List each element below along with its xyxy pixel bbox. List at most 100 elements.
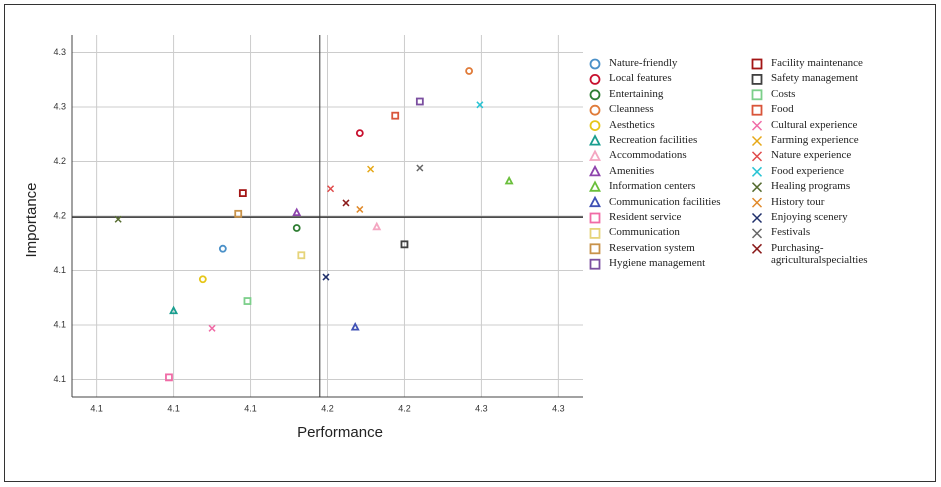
point	[218, 244, 227, 253]
x-tick-label: 4.3	[475, 403, 488, 413]
legend-label: Enjoying scenery	[771, 211, 848, 223]
point	[465, 67, 474, 75]
point	[589, 89, 601, 101]
point	[751, 212, 763, 224]
legend-label: Amenities	[609, 164, 655, 177]
point	[589, 104, 601, 116]
point	[350, 321, 360, 331]
y-tick-label: 4.3	[53, 47, 66, 57]
point	[751, 228, 763, 239]
legend-label: Cleanness	[609, 103, 654, 116]
y-tick-label: 4.1	[53, 265, 66, 275]
legend-label: Festivals	[771, 226, 811, 239]
point	[355, 129, 364, 138]
point	[322, 273, 330, 281]
y-tick-label: 4.2	[53, 156, 66, 166]
y-tick-label: 4.2	[53, 210, 66, 220]
legend-label: Costs	[771, 87, 796, 100]
legend-label: Food experience	[771, 164, 844, 177]
legend-label: Local features	[609, 72, 672, 85]
legend-label: Cultural experience	[771, 118, 858, 131]
legend-label: Reservation system	[609, 241, 695, 254]
point	[751, 135, 763, 147]
point	[169, 305, 179, 315]
point	[367, 165, 375, 173]
point	[165, 373, 173, 382]
point	[751, 151, 763, 162]
point	[327, 185, 335, 193]
legend-label: Food	[771, 103, 794, 116]
legend-label: Safety management	[771, 72, 859, 85]
legend-label: Facility maintenance	[771, 57, 863, 69]
frame	[4, 4, 936, 482]
point	[589, 120, 601, 131]
y-axis-title: Importance	[23, 182, 40, 257]
legend-label: Recreation facilities	[609, 134, 698, 146]
point	[751, 243, 763, 254]
point	[751, 89, 763, 101]
legend-label: Communication	[609, 226, 680, 239]
point	[589, 164, 601, 177]
point	[238, 189, 247, 198]
point	[114, 215, 122, 223]
legend-label: Healing programs	[771, 180, 851, 193]
x-tick-label: 4.1	[244, 403, 257, 413]
point	[400, 240, 409, 249]
legend-label: Communication facilities	[609, 195, 721, 208]
legend-label: Aesthetics	[609, 118, 655, 131]
point	[292, 207, 302, 217]
legend-label: Accommodations	[609, 149, 687, 162]
legend-label: Purchasing-agriculturalspecialties	[771, 241, 868, 266]
point	[589, 134, 601, 146]
point	[589, 58, 601, 70]
legend-label: Information centers	[609, 180, 696, 193]
point	[589, 243, 601, 255]
point	[751, 74, 763, 85]
point	[751, 58, 763, 70]
legend-label: Entertaining	[609, 87, 664, 100]
point	[208, 324, 216, 332]
x-tick-label: 4.1	[90, 403, 103, 413]
legend-label: Resident service	[609, 211, 682, 223]
point	[751, 197, 763, 208]
y-tick-label: 4.1	[53, 319, 66, 329]
point	[751, 182, 763, 193]
point	[504, 175, 514, 185]
point	[751, 166, 763, 177]
x-axis-title: Performance	[297, 424, 383, 441]
legend-label: Hygiene management	[609, 257, 706, 270]
point	[356, 205, 364, 213]
y-tick-label: 4.3	[53, 101, 66, 111]
point	[297, 251, 306, 260]
point	[342, 199, 350, 207]
point	[589, 149, 601, 161]
point	[198, 275, 207, 284]
point	[416, 164, 424, 172]
legend-label: History tour	[771, 195, 825, 208]
y-tick-label: 4.1	[53, 374, 66, 384]
point	[589, 180, 601, 192]
point	[243, 297, 252, 305]
x-tick-label: 4.3	[552, 403, 565, 413]
point	[415, 97, 424, 106]
legend-label: Nature experience	[771, 149, 852, 162]
point	[234, 209, 243, 218]
point	[589, 227, 601, 239]
legend-label: Farming experience	[771, 134, 859, 146]
point	[589, 195, 601, 208]
point	[589, 74, 601, 85]
point	[751, 120, 763, 131]
x-tick-label: 4.2	[321, 403, 334, 413]
point	[589, 258, 601, 270]
point	[589, 212, 601, 224]
x-tick-label: 4.1	[167, 403, 180, 413]
point	[292, 224, 301, 232]
point	[751, 104, 763, 116]
point	[391, 111, 400, 120]
x-tick-label: 4.2	[398, 403, 411, 413]
point	[476, 101, 484, 109]
point	[372, 221, 382, 231]
legend-label: Nature-friendly	[609, 57, 678, 69]
